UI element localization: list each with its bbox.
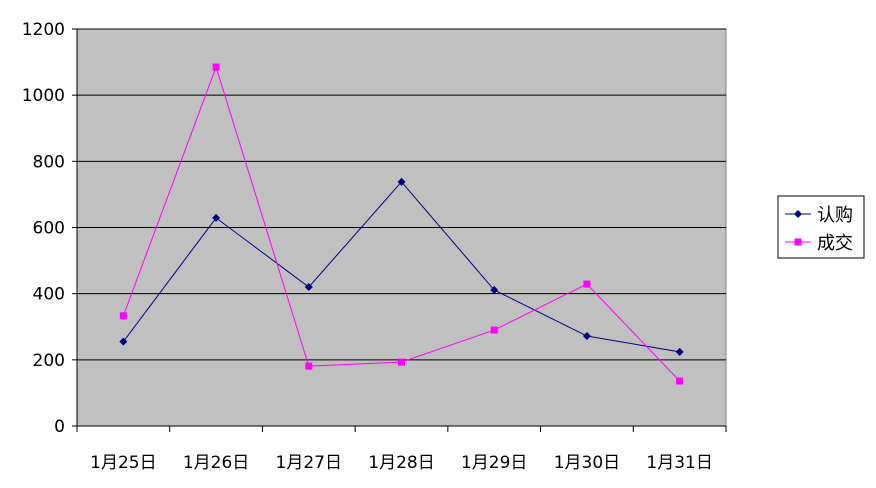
y-tick-label: 0 bbox=[54, 417, 65, 437]
data-point bbox=[305, 362, 313, 370]
data-point bbox=[490, 286, 499, 295]
data-point bbox=[397, 177, 406, 186]
legend-label: 认购 bbox=[817, 205, 853, 226]
y-tick-label: 200 bbox=[33, 351, 65, 371]
data-point bbox=[212, 213, 221, 222]
data-point bbox=[490, 326, 498, 334]
x-tick-label: 1月25日 bbox=[90, 453, 156, 473]
legend-marker bbox=[794, 210, 802, 218]
data-point bbox=[304, 283, 313, 292]
legend bbox=[777, 195, 865, 259]
x-tick-label: 1月27日 bbox=[276, 453, 342, 473]
data-point bbox=[119, 312, 127, 320]
x-tick-label: 1月31日 bbox=[646, 453, 712, 473]
y-tick-label: 400 bbox=[33, 285, 65, 305]
data-point bbox=[119, 337, 128, 346]
y-tick-label: 1200 bbox=[22, 20, 65, 40]
x-tick-label: 1月29日 bbox=[461, 453, 527, 473]
x-tick-label: 1月30日 bbox=[554, 453, 620, 473]
legend-marker bbox=[794, 238, 802, 246]
x-tick-label: 1月26日 bbox=[183, 453, 249, 473]
data-point bbox=[212, 63, 220, 71]
y-tick-label: 800 bbox=[33, 152, 65, 172]
legend-label: 成交 bbox=[817, 233, 853, 254]
x-tick-label: 1月28日 bbox=[368, 453, 434, 473]
y-tick-label: 600 bbox=[33, 219, 65, 239]
data-point bbox=[582, 332, 591, 341]
y-tick-label: 1000 bbox=[22, 86, 65, 106]
data-point bbox=[675, 347, 684, 356]
data-point bbox=[676, 377, 684, 385]
data-point bbox=[583, 280, 591, 288]
data-point bbox=[398, 358, 405, 366]
